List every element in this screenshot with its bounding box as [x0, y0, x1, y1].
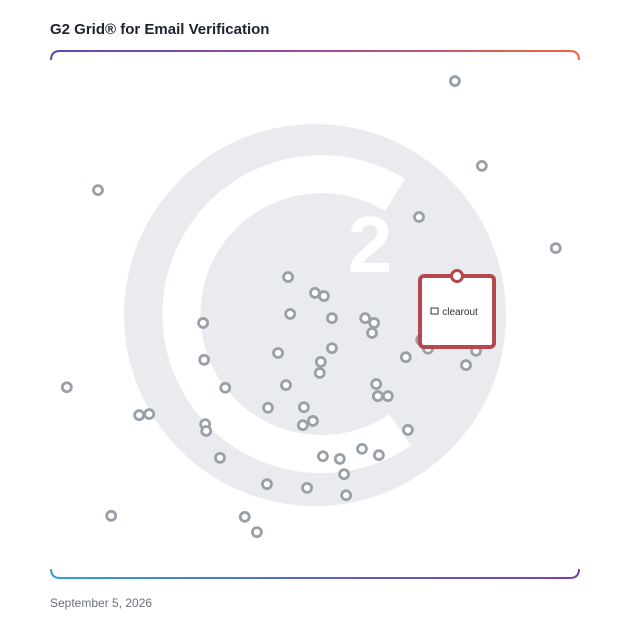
- product-point: [214, 451, 226, 464]
- highlight-label: clearout: [442, 307, 478, 318]
- product-point: [197, 317, 209, 329]
- product-point: [318, 290, 330, 302]
- product-point: [313, 367, 326, 379]
- product-point: [272, 347, 284, 359]
- product-point: [475, 159, 488, 172]
- product-point: [261, 478, 273, 491]
- product-point: [402, 424, 414, 436]
- product-point: [251, 526, 263, 539]
- product-point: [372, 449, 385, 462]
- product-point: [301, 481, 313, 494]
- product-point: [325, 342, 338, 355]
- product-point: [340, 489, 353, 502]
- product-point: [284, 308, 297, 320]
- svg-text:2: 2: [348, 200, 393, 289]
- product-point: [359, 312, 372, 325]
- highlight-point: [450, 269, 465, 284]
- product-point: [366, 327, 378, 339]
- product-point: [219, 381, 232, 394]
- product-point: [198, 353, 211, 366]
- product-point: [105, 509, 118, 522]
- product-point: [262, 401, 274, 414]
- product-point: [143, 408, 156, 421]
- product-point: [371, 390, 384, 403]
- product-point: [370, 378, 383, 390]
- product-point: [333, 452, 346, 465]
- product-point: [317, 450, 329, 463]
- product-point: [460, 359, 472, 371]
- product-point: [399, 351, 412, 364]
- footer-date: September 5, 2026: [50, 596, 152, 610]
- product-point: [549, 242, 562, 254]
- product-point: [368, 317, 381, 329]
- product-point: [238, 510, 251, 523]
- product-point: [449, 75, 461, 87]
- product-point: [133, 409, 146, 422]
- product-point: [413, 211, 425, 223]
- logo-icon: [430, 307, 439, 315]
- product-point: [92, 184, 104, 197]
- product-point: [381, 390, 394, 403]
- chart-title: G2 Grid® for Email Verification: [50, 21, 269, 38]
- product-point: [282, 271, 294, 283]
- product-point: [314, 356, 327, 368]
- frame: [50, 50, 580, 579]
- product-point: [325, 312, 338, 325]
- product-point: [298, 401, 310, 414]
- product-point: [280, 379, 292, 392]
- product-point: [338, 468, 350, 481]
- product-point: [200, 425, 213, 437]
- product-point: [356, 442, 368, 455]
- product-point: [60, 381, 73, 394]
- product-point: [296, 419, 309, 432]
- product-point: [306, 415, 319, 427]
